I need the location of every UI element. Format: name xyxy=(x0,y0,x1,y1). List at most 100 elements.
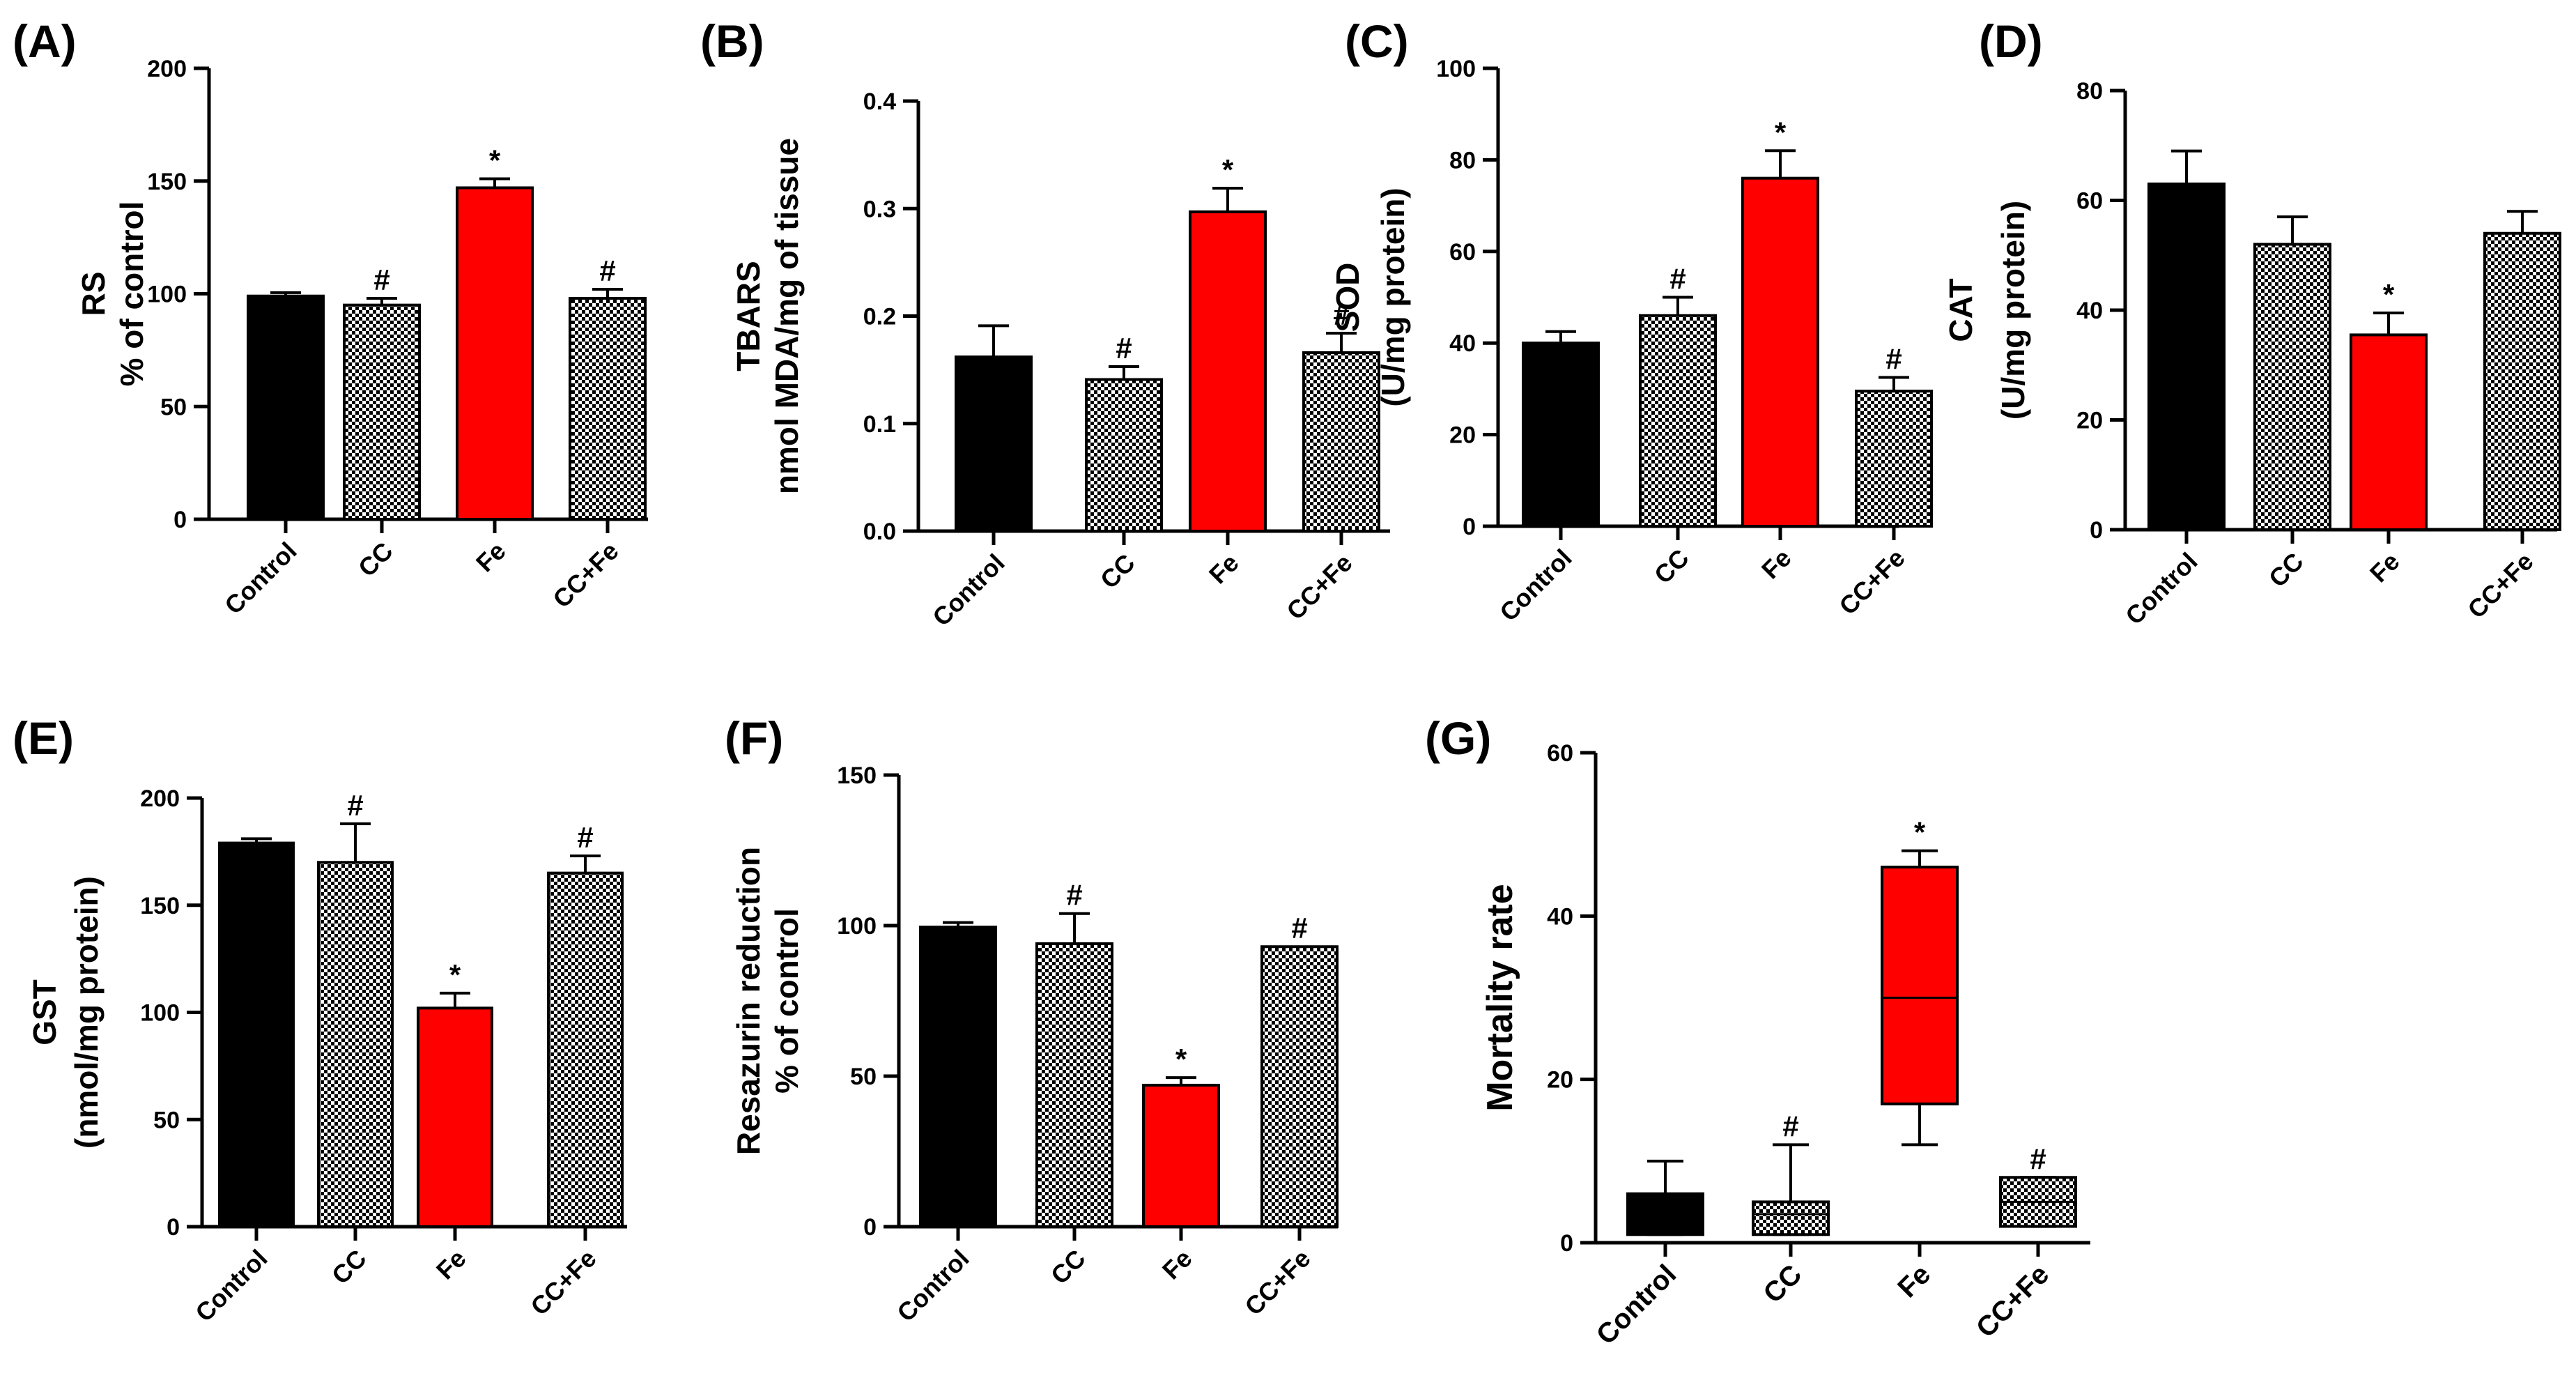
x-tick-label: Fe xyxy=(1756,544,1797,585)
x-tick-label: Control xyxy=(1494,544,1577,627)
chart-panel-c: (C) 0 20 40 60 80 100 SOD (U/mg protein) Control #… xyxy=(1329,15,1933,627)
bar-cc-fe xyxy=(569,296,647,521)
x-tick-label: CC+Fe xyxy=(547,537,624,613)
y-tick-label: 100 xyxy=(147,282,187,308)
y-tick-label: 40 xyxy=(1449,330,1476,357)
x-tick-label: CC xyxy=(353,537,399,583)
bar-control xyxy=(2147,182,2226,531)
bar-cc-fe xyxy=(547,871,624,1228)
bar-control xyxy=(247,294,325,521)
y-tick-label: 100 xyxy=(837,913,877,940)
y-tick-label: 40 xyxy=(2076,298,2103,324)
significance-mark: * xyxy=(1222,153,1234,186)
significance-mark: # xyxy=(1291,912,1307,944)
x-tick-label: CC xyxy=(1045,1244,1091,1290)
y-axis-title: GST xyxy=(26,979,63,1045)
panel-label: (A) xyxy=(13,15,77,67)
box-control xyxy=(1626,1192,1704,1236)
x-tick-label: Fe xyxy=(1203,549,1244,590)
y-tick-label: 0 xyxy=(173,507,187,533)
bar-control xyxy=(1522,342,1600,528)
y-tick-label: 0 xyxy=(2090,517,2103,544)
x-tick-label: Fe xyxy=(1157,1244,1198,1285)
bar-control xyxy=(955,355,1033,532)
chart-panel-g: (G) 0 20 40 60 Mortality rate Control # CC * Fe # CC… xyxy=(1425,712,2090,1351)
y-tick-label: 150 xyxy=(147,169,187,195)
chart-panel-d: (D) 0 20 40 60 80 CAT (U/mg protein) Control CC * F… xyxy=(1943,15,2561,630)
x-tick-label: CC xyxy=(1095,549,1141,595)
significance-mark: # xyxy=(577,821,593,854)
bar-fe xyxy=(1741,176,1819,528)
chart-panel-e: (E) 0 50 100 150 200 GST (nmol/mg protein) Contr… xyxy=(13,712,627,1327)
bar-cc-fe xyxy=(1855,390,1933,528)
y-tick-label: 20 xyxy=(1547,1067,1573,1094)
significance-mark: # xyxy=(1669,263,1686,296)
x-tick-label: Control xyxy=(927,549,1010,631)
y-tick-label: 0.2 xyxy=(863,304,896,330)
y-tick-label: 0.1 xyxy=(863,411,896,438)
y-tick-label: 0 xyxy=(1463,514,1476,540)
y-tick-label: 0 xyxy=(863,1214,877,1241)
significance-mark: * xyxy=(1175,1043,1187,1075)
bar-fe xyxy=(2350,333,2428,531)
x-tick-label: CC+Fe xyxy=(525,1244,601,1321)
y-tick-label: 20 xyxy=(2076,408,2103,434)
bar-cc xyxy=(343,303,421,521)
x-tick-label: Control xyxy=(891,1244,974,1327)
x-tick-label: CC xyxy=(1649,544,1695,590)
significance-mark: * xyxy=(2383,278,2395,311)
significance-mark: # xyxy=(373,263,390,296)
x-tick-label: Control xyxy=(219,537,302,620)
significance-mark: # xyxy=(1885,342,1902,375)
y-tick-label: 50 xyxy=(850,1064,877,1090)
bar-cc xyxy=(317,861,394,1228)
significance-mark: # xyxy=(347,789,363,822)
x-tick-label: Fe xyxy=(470,537,511,578)
significance-mark: # xyxy=(599,254,615,287)
y-tick-label: 50 xyxy=(153,1107,180,1133)
chart-panel-f: (F) 0 50 100 150 Resazurin reduction% of cont… xyxy=(725,712,1339,1327)
y-tick-label: 60 xyxy=(1449,239,1476,266)
bar-cc xyxy=(1085,378,1163,532)
y-axis-subtitle: % of control xyxy=(769,908,805,1094)
panel-label: (E) xyxy=(13,712,74,764)
bar-cc-fe xyxy=(1260,945,1339,1228)
significance-mark: # xyxy=(2030,1142,2046,1175)
significance-mark: * xyxy=(449,958,461,991)
y-axis-title: CAT xyxy=(1943,278,1979,342)
y-axis-title: TBARS xyxy=(730,261,766,371)
box-cc xyxy=(1752,1200,1830,1236)
bar-cc xyxy=(1035,942,1113,1229)
y-tick-label: 200 xyxy=(147,56,187,82)
bar-fe xyxy=(456,186,534,521)
panel-label: (B) xyxy=(700,15,764,67)
bar-fe xyxy=(417,1006,493,1228)
bar-fe xyxy=(1142,1083,1220,1228)
panel-label: (C) xyxy=(1345,15,1409,67)
significance-mark: # xyxy=(1066,879,1082,912)
y-tick-label: 0 xyxy=(167,1214,180,1241)
bar-control xyxy=(218,841,295,1228)
y-tick-label: 150 xyxy=(837,763,877,789)
x-tick-label: Fe xyxy=(1892,1259,1936,1303)
y-axis-title: Mortality rate xyxy=(1480,884,1520,1112)
y-tick-label: 60 xyxy=(2076,188,2103,215)
y-tick-label: 40 xyxy=(1547,903,1573,930)
x-tick-label: CC+Fe xyxy=(2462,547,2538,624)
y-tick-label: 50 xyxy=(160,394,187,420)
bar-cc-fe xyxy=(2483,231,2561,531)
panel-label: (D) xyxy=(1979,15,2043,67)
x-tick-label: Fe xyxy=(431,1244,472,1285)
significance-mark: * xyxy=(1775,116,1787,148)
bar-cc xyxy=(2253,243,2331,531)
y-tick-label: 150 xyxy=(140,893,180,919)
significance-mark: # xyxy=(1116,332,1132,365)
y-axis-subtitle: (nmol/mg protein) xyxy=(68,876,105,1149)
y-tick-label: 60 xyxy=(1547,740,1573,767)
y-axis-subtitle: (U/mg protein) xyxy=(1375,187,1411,406)
y-axis-subtitle: (U/mg protein) xyxy=(1995,201,2031,420)
y-tick-label: 0 xyxy=(1560,1230,1573,1257)
x-tick-label: CC+Fe xyxy=(1239,1244,1316,1321)
x-tick-label: CC xyxy=(2263,547,2309,593)
